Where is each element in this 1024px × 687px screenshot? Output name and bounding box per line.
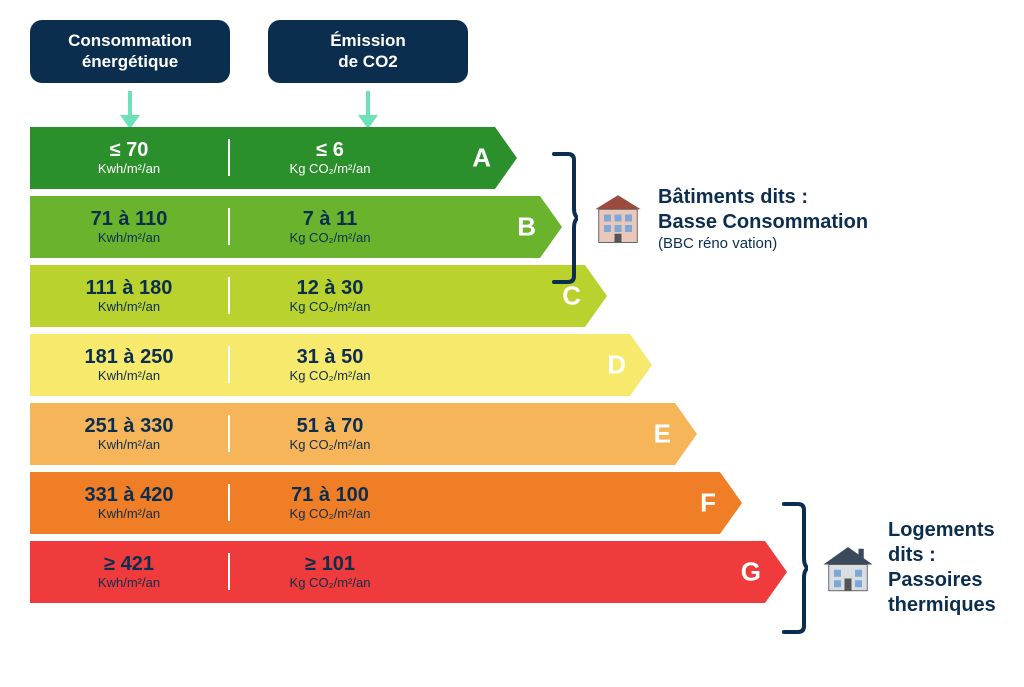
annotation-text: Bâtiments dits :Basse Consommation (BBC … (658, 185, 868, 252)
annotation-basse-consommation: Bâtiments dits :Basse Consommation (BBC … (552, 150, 868, 286)
header-co2-pill: Émissionde CO2 (268, 20, 468, 83)
annotation-text: Logementsdits : Passoiresthermiques (888, 518, 1024, 618)
rating-bar-body: 331 à 420Kwh/m²/an71 à 100Kg CO₂/m²/an F (30, 472, 720, 534)
co2-value: 71 à 100 (230, 484, 430, 507)
energy-unit: Kwh/m²/an (30, 438, 228, 453)
energy-unit: Kwh/m²/an (30, 300, 228, 315)
building-icon (590, 190, 646, 246)
rating-letter: G (741, 556, 761, 587)
bracket-icon (782, 500, 808, 636)
energy-value: 181 à 250 (30, 346, 228, 369)
energy-value: ≥ 421 (30, 553, 228, 576)
energy-value: 251 à 330 (30, 415, 228, 438)
co2-unit: Kg CO₂/m²/an (230, 300, 430, 315)
energy-cell: 181 à 250Kwh/m²/an (30, 346, 230, 384)
co2-unit: Kg CO₂/m²/an (230, 162, 430, 177)
energy-cell: ≥ 421Kwh/m²/an (30, 553, 230, 591)
energy-cell: ≤ 70Kwh/m²/an (30, 139, 230, 177)
annotation-subtitle: (BBC réno vation) (658, 235, 868, 252)
energy-unit: Kwh/m²/an (30, 576, 228, 591)
energy-cell: 251 à 330Kwh/m²/an (30, 415, 230, 453)
rating-bar-body: ≤ 70Kwh/m²/an≤ 6Kg CO₂/m²/an A (30, 127, 495, 189)
co2-value: 7 à 11 (230, 208, 430, 231)
co2-value: 31 à 50 (230, 346, 430, 369)
co2-cell: ≤ 6Kg CO₂/m²/an (230, 139, 430, 177)
header-co2-label: Émissionde CO2 (330, 31, 406, 71)
arrow-down-icon (128, 91, 132, 117)
rating-letter: B (517, 211, 536, 242)
annotation-passoires-thermiques: Logementsdits : Passoiresthermiques (782, 500, 1024, 636)
energy-value: 331 à 420 (30, 484, 228, 507)
bracket-icon (552, 150, 578, 286)
rating-bar-body: ≥ 421Kwh/m²/an≥ 101Kg CO₂/m²/an G (30, 541, 765, 603)
energy-cell: 71 à 110Kwh/m²/an (30, 208, 230, 246)
rating-bar-body: 181 à 250Kwh/m²/an31 à 50Kg CO₂/m²/an D (30, 334, 630, 396)
header-energy-label: Consommationénergétique (68, 31, 192, 71)
rating-letter: D (607, 349, 626, 380)
rating-letter: A (472, 142, 491, 173)
energy-cell: 111 à 180Kwh/m²/an (30, 277, 230, 315)
co2-unit: Kg CO₂/m²/an (230, 438, 430, 453)
co2-unit: Kg CO₂/m²/an (230, 576, 430, 591)
arrow-down-icon (366, 91, 370, 117)
co2-value: ≥ 101 (230, 553, 430, 576)
co2-value: ≤ 6 (230, 139, 430, 162)
annotation-title: Logementsdits : Passoiresthermiques (888, 518, 1024, 618)
co2-cell: ≥ 101Kg CO₂/m²/an (230, 553, 430, 591)
energy-value: 71 à 110 (30, 208, 228, 231)
energy-unit: Kwh/m²/an (30, 231, 228, 246)
energy-unit: Kwh/m²/an (30, 507, 228, 522)
energy-unit: Kwh/m²/an (30, 162, 228, 177)
co2-cell: 51 à 70Kg CO₂/m²/an (230, 415, 430, 453)
co2-value: 51 à 70 (230, 415, 430, 438)
co2-unit: Kg CO₂/m²/an (230, 507, 430, 522)
header-row: Consommationénergétique Émissionde CO2 (30, 20, 1004, 83)
rating-bar-body: 111 à 180Kwh/m²/an12 à 30Kg CO₂/m²/anC (30, 265, 585, 327)
co2-unit: Kg CO₂/m²/an (230, 231, 430, 246)
house-icon (820, 540, 876, 596)
energy-dpe-infographic: Consommationénergétique Émissionde CO2 ≤… (0, 0, 1024, 687)
header-energy-pill: Consommationénergétique (30, 20, 230, 83)
rating-bar-body: 251 à 330Kwh/m²/an51 à 70Kg CO₂/m²/an E (30, 403, 675, 465)
co2-cell: 71 à 100Kg CO₂/m²/an (230, 484, 430, 522)
co2-cell: 12 à 30Kg CO₂/m²/an (230, 277, 430, 315)
energy-value: 111 à 180 (30, 277, 228, 300)
energy-unit: Kwh/m²/an (30, 369, 228, 384)
co2-value: 12 à 30 (230, 277, 430, 300)
co2-cell: 31 à 50Kg CO₂/m²/an (230, 346, 430, 384)
arrow-row (30, 91, 1004, 117)
rating-bar-d: 181 à 250Kwh/m²/an31 à 50Kg CO₂/m²/an D (30, 334, 1004, 396)
energy-value: ≤ 70 (30, 139, 228, 162)
annotation-title: Bâtiments dits :Basse Consommation (658, 185, 868, 235)
rating-letter: E (654, 418, 671, 449)
rating-bar-body: 71 à 110Kwh/m²/an7 à 11Kg CO₂/m²/an B (30, 196, 540, 258)
rating-bar-e: 251 à 330Kwh/m²/an51 à 70Kg CO₂/m²/an E (30, 403, 1004, 465)
energy-cell: 331 à 420Kwh/m²/an (30, 484, 230, 522)
co2-unit: Kg CO₂/m²/an (230, 369, 430, 384)
rating-letter: F (700, 487, 716, 518)
co2-cell: 7 à 11Kg CO₂/m²/an (230, 208, 430, 246)
